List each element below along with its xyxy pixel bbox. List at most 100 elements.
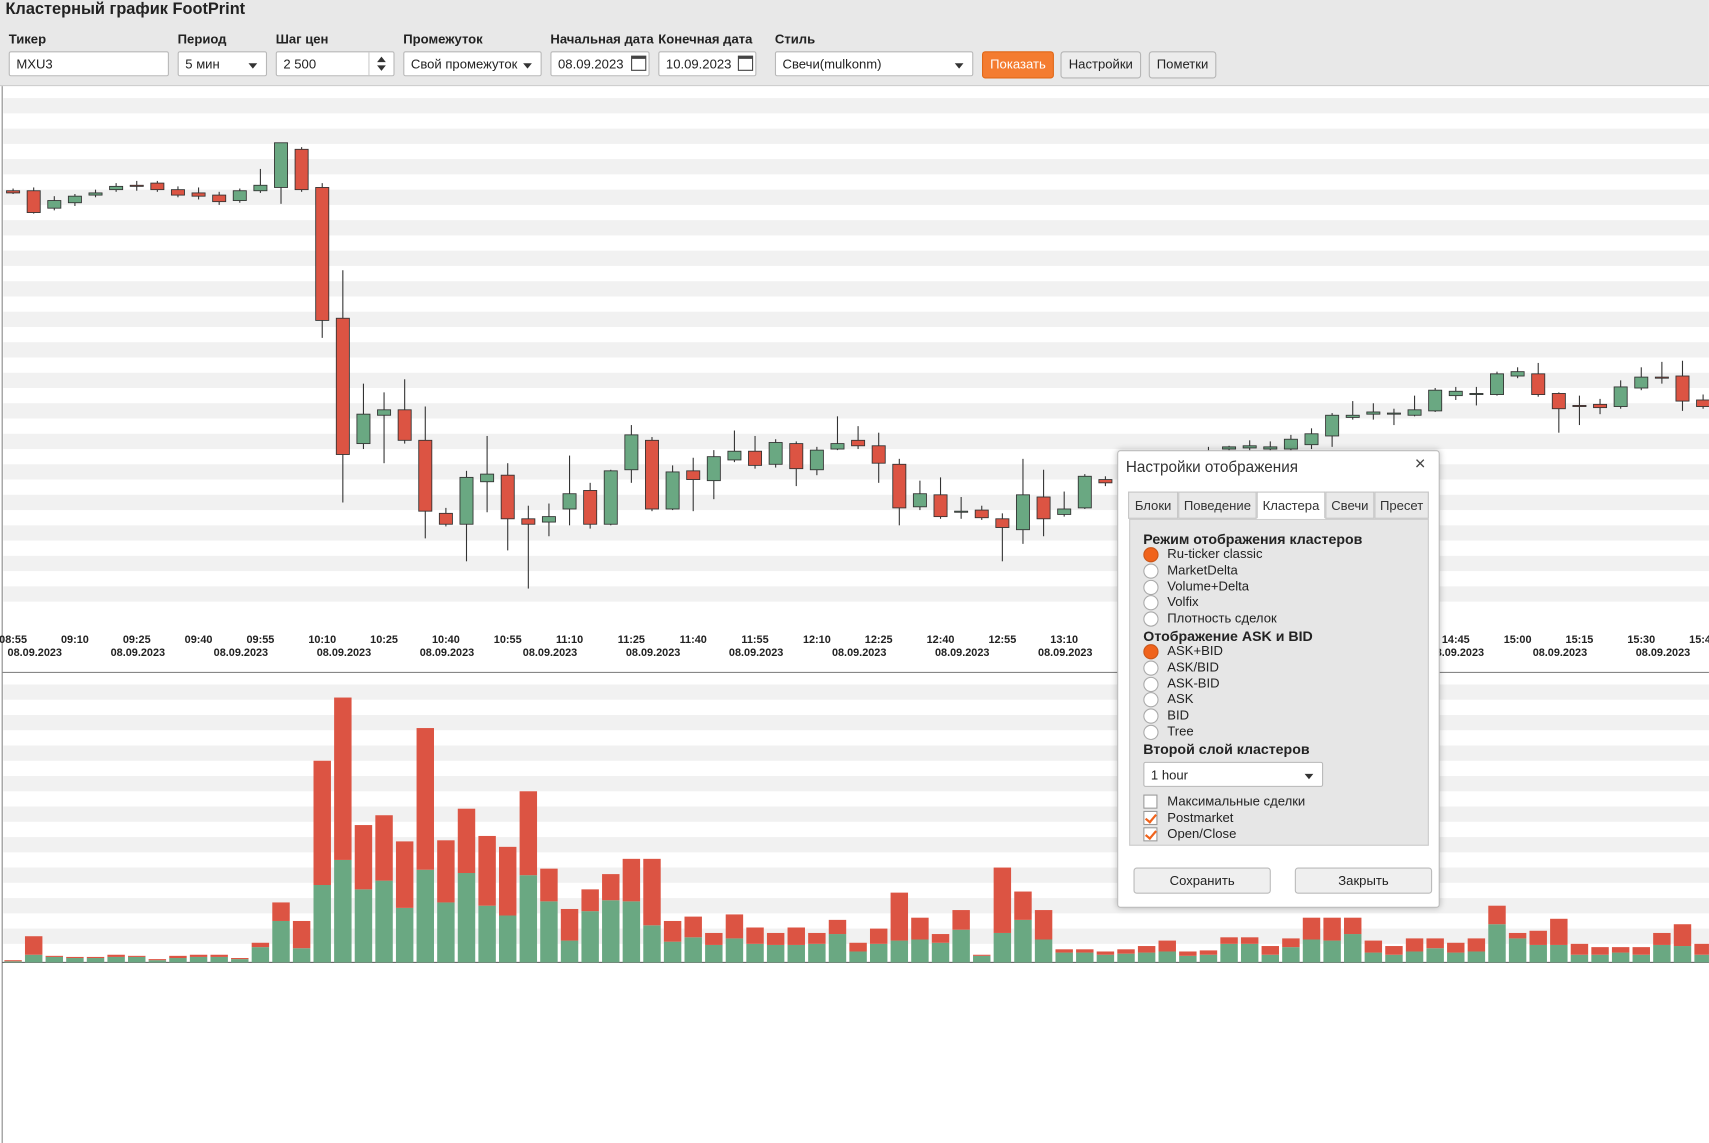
candle-body — [1366, 411, 1381, 415]
toolbar-button[interactable]: Настройки — [1060, 51, 1142, 79]
input-icon — [368, 52, 393, 76]
radio-label: Плотность сделок — [1167, 610, 1277, 626]
volume-bar — [1055, 952, 1073, 963]
candle-body — [954, 510, 969, 513]
grid-stripe — [3, 928, 1709, 944]
candle-body — [438, 512, 453, 525]
x-tick-label: 12:10 — [803, 634, 831, 646]
radio-button[interactable] — [1143, 692, 1159, 708]
field-label: Стиль — [774, 31, 816, 47]
field-input[interactable]: Свечи(mulkonm) — [774, 51, 974, 77]
field-input[interactable]: 08.09.2023 — [550, 51, 650, 77]
volume-bar — [1220, 937, 1238, 944]
volume-bar — [292, 948, 311, 963]
x-date-label: 08.09.2023 — [729, 647, 783, 659]
volume-bar — [993, 932, 1012, 963]
field-input[interactable]: 10.09.2023 — [658, 51, 757, 77]
dialog-title: Настройки отображения — [1125, 457, 1299, 476]
radio-button[interactable] — [1143, 579, 1159, 595]
dialog-tab[interactable]: Блоки — [1128, 491, 1179, 519]
candle-body — [789, 443, 804, 470]
radio-button[interactable] — [1143, 676, 1159, 692]
select-input[interactable]: 1 hour — [1143, 761, 1324, 787]
candle-body — [418, 439, 433, 512]
volume-bar — [1179, 955, 1197, 963]
radio-button[interactable] — [1143, 547, 1159, 563]
radio-button[interactable] — [1143, 563, 1159, 579]
candle-body — [459, 476, 474, 525]
radio-button[interactable] — [1143, 595, 1159, 611]
volume-bar — [560, 908, 579, 941]
candle-body — [645, 439, 659, 510]
volume-bar — [1323, 917, 1341, 941]
volume-bar — [457, 808, 476, 874]
volume-bar — [663, 941, 682, 963]
volume-bar — [602, 900, 620, 963]
candle-body — [748, 450, 763, 466]
dialog-tab[interactable]: Свечи — [1325, 491, 1375, 519]
checkbox[interactable] — [1143, 827, 1158, 842]
field-input[interactable]: MXU3 — [8, 51, 169, 77]
candle-body — [830, 443, 845, 450]
volume-bar — [1385, 946, 1403, 955]
radio-button[interactable] — [1143, 708, 1159, 724]
checkbox[interactable] — [1143, 794, 1158, 809]
section-title: Отображение ASK и BID — [1143, 627, 1313, 645]
volume-bar — [622, 901, 641, 963]
grid-stripe — [3, 159, 1709, 175]
volume-bar — [1323, 940, 1341, 963]
x-tick-label: 09:55 — [246, 634, 274, 646]
volume-bar — [993, 867, 1012, 933]
candle-body — [26, 190, 41, 213]
volume-bar — [437, 840, 455, 903]
volume-bar — [313, 884, 331, 963]
field-input[interactable]: 2 500 — [275, 51, 395, 77]
volume-bar — [251, 942, 270, 948]
volume-bar — [45, 955, 64, 957]
volume-bar — [1508, 938, 1527, 963]
volume-bar — [911, 939, 929, 963]
checkbox[interactable] — [1143, 810, 1158, 825]
dialog-tab[interactable]: Пресет — [1374, 491, 1429, 519]
candle-body — [1283, 438, 1298, 450]
close-button[interactable]: × — [1414, 453, 1426, 475]
volume-bar — [1158, 951, 1176, 963]
radio-button[interactable] — [1143, 611, 1159, 627]
volume-bar — [189, 954, 208, 957]
x-date-label: 08.09.2023 — [8, 647, 62, 659]
volume-bar — [66, 956, 84, 959]
dialog-button[interactable]: Закрыть — [1294, 867, 1433, 894]
volume-bar — [1076, 949, 1094, 953]
radio-label: MarketDelta — [1167, 562, 1238, 578]
candle-body — [727, 450, 742, 461]
radio-button[interactable] — [1143, 644, 1159, 660]
x-date-label: 08.09.2023 — [111, 647, 165, 659]
volume-bar — [1096, 954, 1115, 963]
candle-body — [1428, 389, 1443, 412]
field-label: Тикер — [8, 31, 47, 47]
candle-body — [129, 184, 144, 187]
toolbar: Кластерный график FootPrint Тикер MXU3 Пер… — [0, 0, 1709, 87]
candle-body — [1654, 376, 1669, 379]
toolbar-button[interactable]: Пометки — [1148, 51, 1217, 79]
x-tick-label: 11:40 — [680, 634, 707, 646]
candle-body — [1613, 386, 1628, 407]
volume-bar — [1591, 954, 1609, 963]
x-tick-label: 11:25 — [618, 634, 645, 646]
grid-stripe — [3, 867, 1709, 883]
dialog-tab[interactable]: Поведение — [1178, 491, 1257, 519]
dialog-tab[interactable]: Кластера — [1256, 491, 1326, 519]
field-input[interactable]: 5 мин — [177, 51, 268, 77]
volume-bar — [1611, 947, 1630, 953]
volume-bar — [1447, 952, 1465, 963]
candle-body — [500, 474, 515, 520]
dialog-button[interactable]: Сохранить — [1133, 867, 1271, 894]
volume-bar — [705, 944, 723, 963]
field-input[interactable]: Свой промежуток — [403, 51, 542, 77]
grid-stripe — [3, 586, 1709, 602]
radio-button[interactable] — [1143, 724, 1159, 741]
toolbar-button[interactable]: Показать — [981, 51, 1054, 79]
candle-body — [1448, 390, 1463, 397]
volume-bar — [107, 956, 125, 963]
radio-button[interactable] — [1143, 660, 1159, 676]
